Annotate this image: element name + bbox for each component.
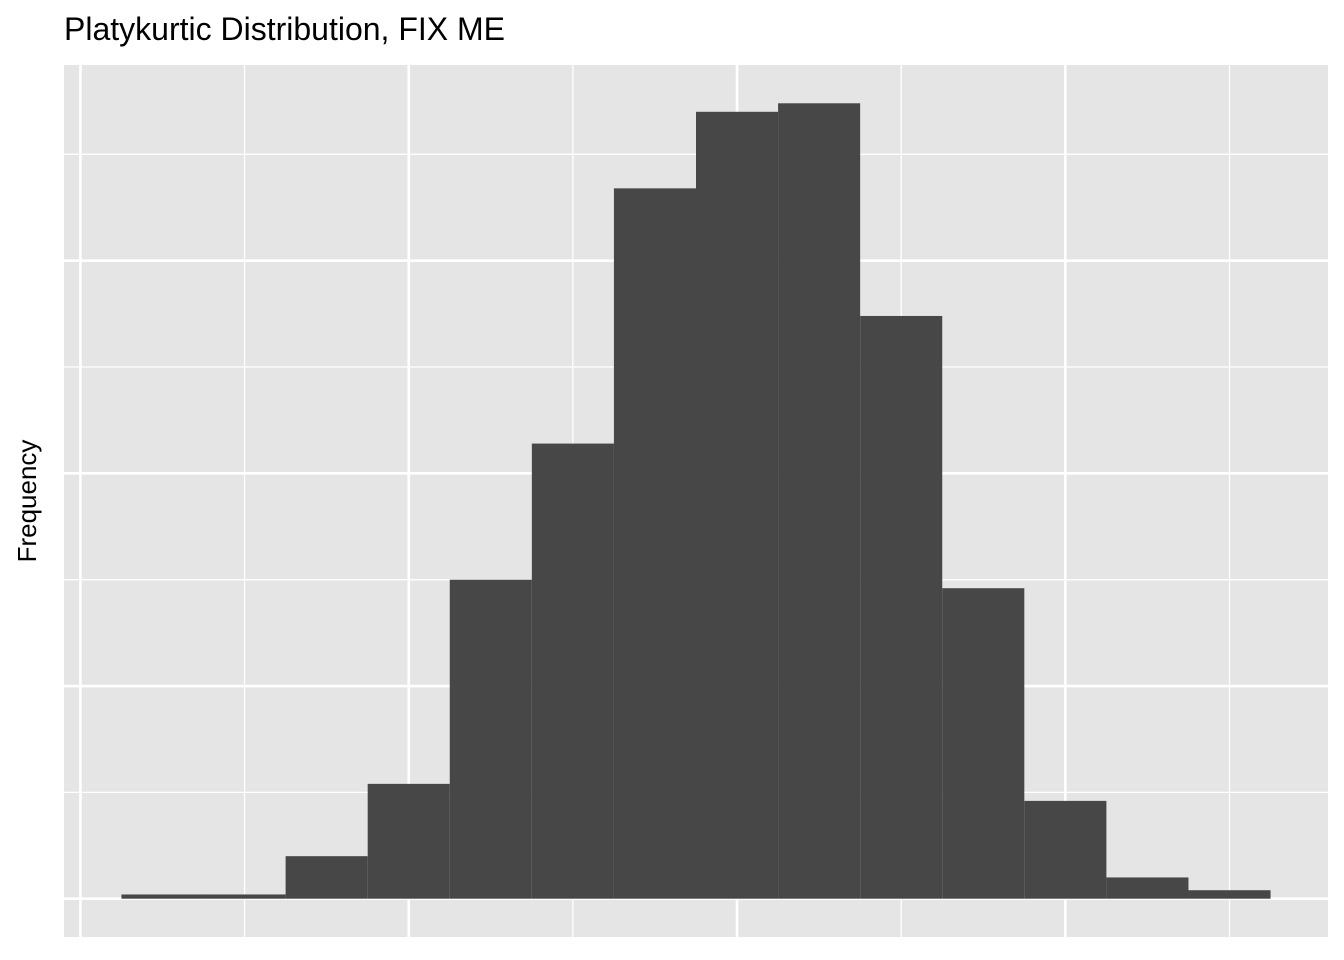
bar <box>203 894 286 899</box>
bar <box>778 103 861 899</box>
bar <box>1188 890 1271 899</box>
bar <box>121 894 204 899</box>
bar <box>613 188 696 899</box>
bar <box>1024 800 1107 899</box>
bar <box>696 111 779 899</box>
y-axis-label: Frequency <box>12 440 42 563</box>
chart-title: Platykurtic Distribution, FIX ME <box>64 11 505 47</box>
bar <box>449 579 532 899</box>
bar <box>942 588 1025 899</box>
bar <box>531 443 614 899</box>
bar <box>860 315 943 899</box>
bar <box>367 783 450 899</box>
bar <box>285 856 368 899</box>
bar <box>1106 877 1189 899</box>
